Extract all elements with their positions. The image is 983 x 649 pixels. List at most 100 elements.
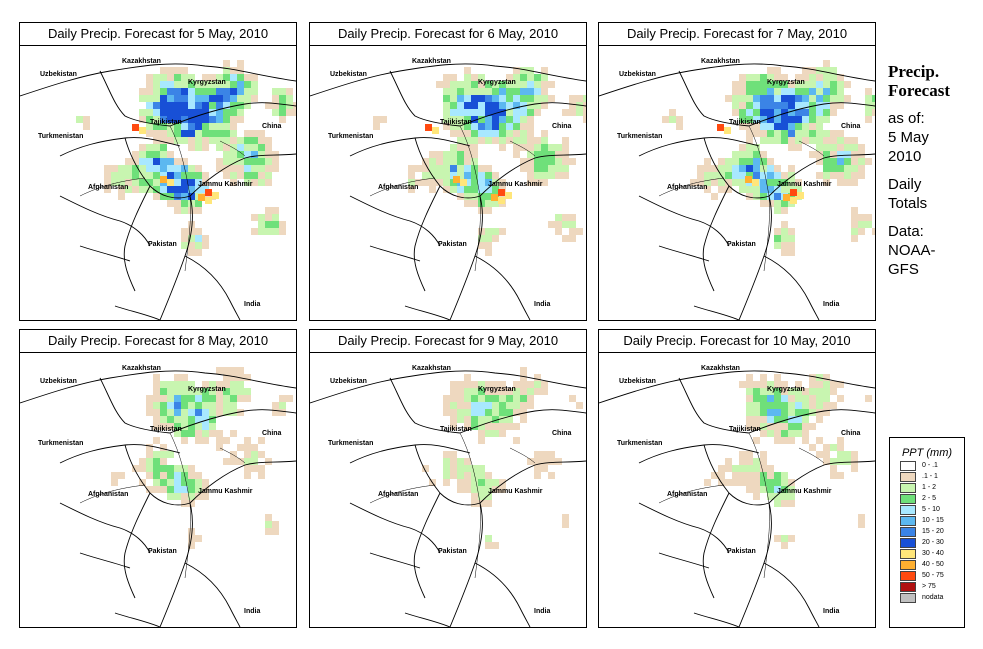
precip-cell	[767, 388, 774, 395]
precip-cell	[746, 81, 753, 88]
precip-cell	[139, 165, 146, 172]
precip-cell	[555, 458, 562, 465]
precip-cell	[464, 486, 471, 493]
precip-cell	[450, 423, 457, 430]
precip-cell	[457, 486, 464, 493]
precip-cell	[244, 437, 251, 444]
info-title-line2: Forecast	[888, 81, 950, 100]
precip-cell	[555, 214, 562, 221]
precip-cell	[492, 388, 499, 395]
precip-cell	[174, 109, 181, 116]
precip-cell	[478, 130, 485, 137]
precip-cell	[753, 437, 760, 444]
legend-swatch	[900, 483, 916, 493]
legend-label: 50 - 75	[922, 572, 944, 579]
precip-cell	[251, 144, 258, 151]
legend-label: 15 - 20	[922, 528, 944, 535]
precip-cell	[816, 151, 823, 158]
precip-cell	[499, 381, 506, 388]
precip-cell	[739, 472, 746, 479]
precip-cell	[251, 88, 258, 95]
precip-cell	[272, 95, 279, 102]
precip-cell	[548, 458, 555, 465]
precip-cell	[251, 130, 258, 137]
precip-cell	[506, 416, 513, 423]
precip-cell	[774, 81, 781, 88]
precip-cell	[436, 172, 443, 179]
precip-cell	[167, 472, 174, 479]
precip-cell	[746, 151, 753, 158]
precip-cell	[174, 430, 181, 437]
precip-cell	[760, 109, 767, 116]
precip-cell	[471, 102, 478, 109]
precip-cell	[788, 95, 795, 102]
precip-cell	[485, 179, 492, 186]
precip-cell	[485, 81, 492, 88]
precip-cell	[760, 179, 767, 186]
precip-cell	[188, 388, 195, 395]
precip-cell	[830, 74, 837, 81]
precip-cell	[223, 130, 230, 137]
precip-cell	[520, 395, 527, 402]
precip-cell	[195, 395, 202, 402]
precip-cell	[499, 228, 506, 235]
precip-cell	[781, 207, 788, 214]
precip-cell	[188, 137, 195, 144]
precip-cell	[230, 95, 237, 102]
precip-cell	[816, 95, 823, 102]
precip-cell	[244, 130, 251, 137]
precip-cell	[802, 137, 809, 144]
precip-cell	[153, 409, 160, 416]
precip-cell	[844, 165, 851, 172]
precip-cell	[541, 172, 548, 179]
precip-cell	[429, 179, 436, 186]
precip-cell	[485, 88, 492, 95]
precip-cell	[844, 151, 851, 158]
precip-cell	[237, 388, 244, 395]
precip-cell	[195, 409, 202, 416]
precip-cell	[471, 395, 478, 402]
precip-cell	[160, 116, 167, 123]
precip-cell	[244, 451, 251, 458]
precip-cell	[492, 88, 499, 95]
precip-cell	[760, 193, 767, 200]
precip-cell	[767, 465, 774, 472]
precip-cell	[534, 451, 541, 458]
precip-cell	[237, 116, 244, 123]
precip-cell	[739, 479, 746, 486]
map-title: Daily Precip. Forecast for 7 May, 2010	[599, 23, 875, 46]
precip-cell	[548, 451, 555, 458]
precip-cell	[167, 451, 174, 458]
precip-cell	[781, 95, 788, 102]
precip-cell	[223, 367, 230, 374]
precip-cell	[139, 465, 146, 472]
precip-cell	[513, 409, 520, 416]
border-line	[638, 195, 730, 247]
precip-cell	[195, 228, 202, 235]
precip-cell	[520, 95, 527, 102]
precip-cell	[244, 88, 251, 95]
precip-cell	[272, 165, 279, 172]
precip-cell	[478, 235, 485, 242]
precip-cell	[202, 109, 209, 116]
precip-cell	[858, 521, 865, 528]
precip-cell	[457, 395, 464, 402]
precip-cell	[711, 193, 718, 200]
precip-cell	[788, 193, 795, 200]
precip-cell	[464, 123, 471, 130]
precip-cell	[739, 465, 746, 472]
precip-cell	[851, 179, 858, 186]
precip-cell	[464, 381, 471, 388]
precip-cell	[174, 172, 181, 179]
precip-cell	[541, 95, 548, 102]
border-line	[658, 552, 710, 569]
precip-cell	[464, 458, 471, 465]
precip-peak	[139, 127, 146, 134]
precip-cell	[478, 465, 485, 472]
precip-cell	[258, 214, 265, 221]
precip-cell	[265, 144, 272, 151]
precip-cell	[230, 81, 237, 88]
precip-cell	[774, 193, 781, 200]
precip-cell	[146, 451, 153, 458]
place-label-kazakhstan: Kazakhstan	[122, 58, 161, 65]
